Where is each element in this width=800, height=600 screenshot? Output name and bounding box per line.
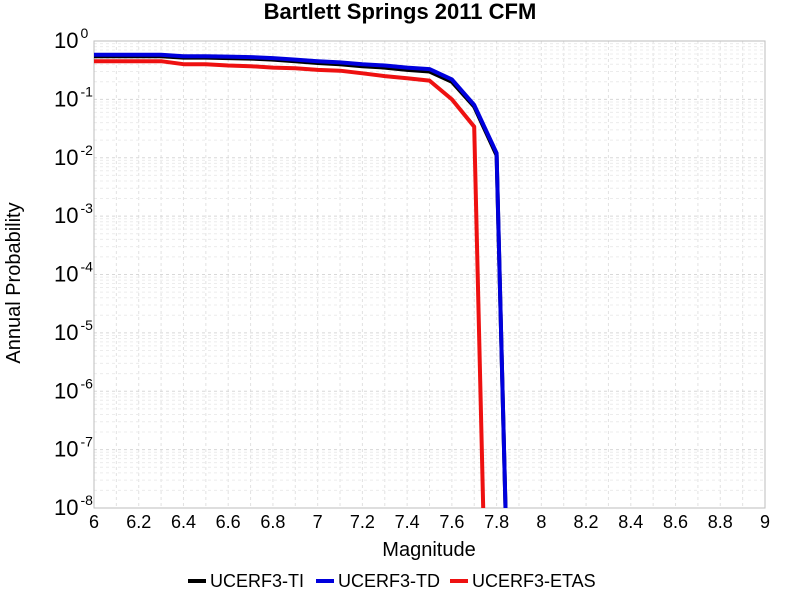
y-tick-label: 10 -8 [54,492,93,520]
x-tick-label: 6 [89,512,99,532]
y-tick-label: 10 -5 [54,317,93,345]
series-line-ucerf3-ti [94,54,508,508]
x-tick-label: 7.6 [439,512,464,532]
x-tick-label: 6.8 [260,512,285,532]
x-tick-label: 8.2 [574,512,599,532]
series-layer [94,52,508,508]
x-tick-label: 7.8 [484,512,509,532]
x-tick-label: 6.4 [171,512,196,532]
legend: UCERF3-TI UCERF3-TD UCERF3-ETAS [188,571,596,591]
y-tick-label: 10 -3 [54,200,93,228]
y-tick-label: 10 -6 [54,375,93,403]
x-tick-label: 9 [760,512,770,532]
grid [93,41,766,509]
y-tick-label: 10 -1 [54,83,93,111]
x-tick-label: 8 [536,512,546,532]
x-tick-label: 8.8 [708,512,733,532]
legend-entry: UCERF3-ETAS [472,571,596,591]
x-tick-label: 8.6 [663,512,688,532]
x-tick-label: 7 [313,512,323,532]
y-tick-label: 10 -4 [54,259,93,287]
y-axis-label: Annual Probability [3,202,25,363]
x-tick-label: 7.2 [350,512,375,532]
series-line-ucerf3-etas [94,59,486,508]
x-axis-ticks: 6 6.2 6.4 6.6 6.8 7 7.2 7.4 7.6 7.8 8 8.2 8.4 8.6 8.8 9 [89,512,770,532]
x-tick-label: 8.4 [618,512,643,532]
x-tick-label: 6.6 [216,512,241,532]
y-tick-label: 10 0 [54,25,88,53]
chart-title: Bartlett Springs 2011 CFM [264,0,537,24]
x-axis-label: Magnitude [382,539,475,561]
series-line-ucerf3-td [94,52,508,508]
x-tick-label: 7.4 [395,512,420,532]
y-tick-label: 10 -2 [54,142,93,170]
legend-entry: UCERF3-TD [338,571,440,591]
x-tick-label: 6.2 [126,512,151,532]
plot-area [93,40,766,509]
legend-entry: UCERF3-TI [210,571,304,591]
y-tick-label: 10 -7 [54,434,93,462]
